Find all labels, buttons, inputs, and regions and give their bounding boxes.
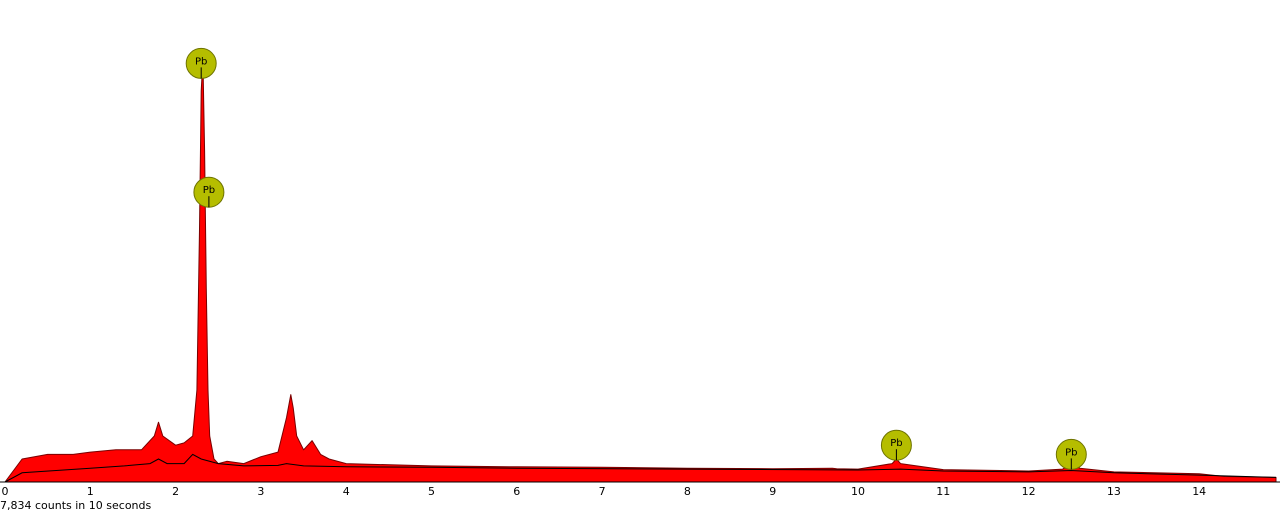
x-tick-label: 2 xyxy=(172,485,179,498)
plot-area xyxy=(4,58,1277,483)
x-tick-label: 13 xyxy=(1107,485,1121,498)
x-tick-label: 1 xyxy=(87,485,94,498)
x-tick-label: 0 xyxy=(2,485,9,498)
x-tick-label: 9 xyxy=(769,485,776,498)
peak-labels: Pb Pb Pb Pb xyxy=(185,47,1087,470)
x-tick-label: 12 xyxy=(1022,485,1036,498)
x-axis-ticks: 0 1 2 3 4 5 6 7 8 9 10 11 12 13 14 xyxy=(2,485,1207,498)
x-tick-label: 14 xyxy=(1192,485,1206,498)
background-fit-line xyxy=(4,453,1277,483)
peak-marker: Pb xyxy=(185,47,217,79)
peak-marker: Pb xyxy=(880,429,912,461)
x-tick-label: 4 xyxy=(343,485,350,498)
x-tick-label: 5 xyxy=(428,485,435,498)
x-tick-label: 7 xyxy=(599,485,606,498)
counts-footer: 7,834 counts in 10 seconds xyxy=(0,499,151,512)
peak-marker: Pb xyxy=(1055,438,1087,470)
spectrum-area xyxy=(4,58,1277,483)
x-tick-label: 3 xyxy=(257,485,264,498)
peak-marker: Pb xyxy=(193,176,225,208)
peak-label-text: Pb xyxy=(890,438,902,449)
x-tick-label: 10 xyxy=(851,485,865,498)
x-tick-label: 11 xyxy=(936,485,950,498)
peak-label-text: Pb xyxy=(203,185,215,196)
x-tick-label: 8 xyxy=(684,485,691,498)
x-tick-label: 6 xyxy=(513,485,520,498)
peak-label-text: Pb xyxy=(195,56,207,67)
peak-label-text: Pb xyxy=(1065,447,1077,458)
